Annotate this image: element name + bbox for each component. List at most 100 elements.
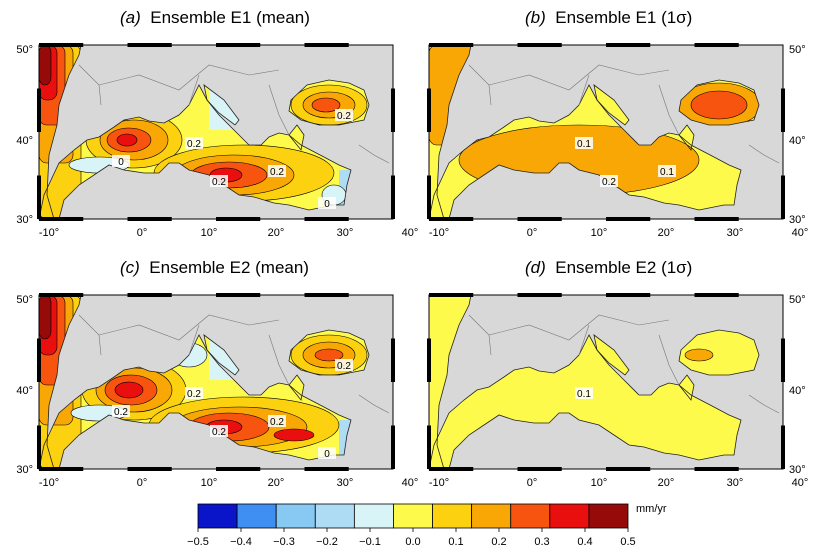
colorbar-swatch	[236, 503, 277, 529]
contour-label-bg	[112, 155, 130, 167]
frame-tick-bar	[304, 217, 349, 221]
frame-tick-bar	[429, 293, 474, 297]
contour-label-bg	[210, 175, 228, 187]
x-tick-label: 0°	[527, 227, 538, 239]
coastline	[428, 84, 742, 220]
colorbar-tick-label: 0.1	[448, 536, 463, 548]
y-tick-label: 50°	[16, 44, 33, 56]
y-tick-label: 30°	[16, 214, 33, 226]
frame-tick-bar	[429, 217, 474, 221]
country-border	[488, 64, 670, 91]
frame-tick-bar	[606, 217, 651, 221]
contour-label-bg	[658, 165, 676, 177]
panel-letter: (b)	[525, 8, 546, 27]
colorbar-swatch	[510, 503, 551, 529]
colorbar-swatch	[314, 503, 355, 529]
frame-tick-bar	[39, 467, 84, 471]
x-tick-label: 0°	[137, 477, 148, 489]
contour-label-bg	[575, 137, 593, 149]
map-panel: 0.2 0.2 0.2 0.2 0.2 0 -10° 0° 10° 20° 30° 40° 30° 40°…	[16, 293, 418, 489]
colorbar-swatch	[197, 503, 238, 529]
frame-tick-bar	[391, 338, 395, 382]
x-tick-label: 30°	[727, 477, 744, 489]
coastline	[678, 79, 760, 126]
x-tick-label: 10°	[591, 477, 608, 489]
colorbar-swatch	[275, 503, 316, 529]
x-tick-label: 30°	[337, 477, 354, 489]
x-tick-label: 20°	[658, 227, 675, 239]
contour-label: 0.1	[660, 167, 674, 178]
frame-tick-bar	[694, 293, 739, 297]
contour-label-bg	[112, 405, 130, 417]
contour-band	[311, 97, 341, 113]
contour-label: 0.2	[187, 139, 201, 150]
y-tick-label: 50°	[16, 294, 33, 306]
contour-label-bg	[600, 175, 618, 187]
y-tick-label: 40°	[789, 135, 806, 147]
map-panels: 0.20.20.20.200-10° 0° 10° 20° 30° 40°30°40°50…	[16, 43, 808, 489]
coastline	[678, 124, 695, 151]
x-tick-label: 40°	[792, 227, 809, 239]
coastline	[288, 329, 370, 376]
y-tick-label: 40°	[16, 135, 33, 147]
frame-tick-bar	[517, 217, 562, 221]
contour-label-bg	[318, 197, 336, 209]
frame-tick-bar	[127, 293, 172, 297]
frame-tick-bar	[517, 467, 562, 471]
x-tick-label: 0°	[527, 477, 538, 489]
frame-tick-bar	[216, 467, 261, 471]
panel-title-c: (c) Ensemble E2 (mean)	[120, 258, 309, 278]
coastline	[678, 329, 760, 376]
panel-letter: (d)	[525, 258, 546, 277]
country-border	[358, 144, 390, 164]
contour-label-bg	[210, 425, 228, 437]
country-border	[578, 74, 590, 106]
frame-tick-bar	[606, 43, 651, 47]
frame-tick-bar	[304, 43, 349, 47]
colorbar-swatch	[549, 503, 590, 529]
contour-label: 0.2	[337, 361, 351, 372]
colorbar-tick-label: 0.0	[405, 536, 420, 548]
coastline	[38, 84, 352, 220]
y-tick-label: 40°	[16, 385, 33, 397]
contour-label: 0.2	[337, 111, 351, 122]
country-border	[578, 324, 590, 356]
country-border	[658, 334, 680, 386]
colorbar-tick-label: −0.1	[359, 536, 381, 548]
x-tick-label: 40°	[792, 477, 809, 489]
map-panel: 0.1-10° 0° 10° 20° 30° 40°30°40°50°	[427, 293, 808, 489]
map-panel: 0.2 0.2 0.2 0.2 0 0 -10° 0° 10° 20° 30° 40° 30° 40° 50…	[16, 43, 418, 239]
country-border	[468, 64, 492, 106]
panel-title-d: (d) Ensemble E2 (1σ)	[525, 258, 692, 278]
panel-name: Ensemble E1 (1σ)	[555, 8, 693, 27]
map-panel: 0.10.10.2-10° 0° 10° 20° 30° 40°30°40°50°	[427, 43, 808, 239]
frame-tick-bar	[694, 43, 739, 47]
frame-tick-bar	[37, 88, 41, 132]
contour-label: 0.2	[270, 417, 284, 428]
contour-label-bg	[575, 387, 593, 399]
frame-tick-bar	[37, 338, 41, 382]
country-border	[488, 314, 670, 341]
country-border	[268, 334, 290, 386]
contour-band	[116, 133, 138, 147]
colorbar-tick-label: −0.5	[187, 536, 209, 548]
panel-name: Ensemble E1 (mean)	[150, 8, 310, 27]
frame-tick-bar	[304, 293, 349, 297]
frame-tick-bar	[427, 338, 431, 382]
colorbar-tick-label: 0.3	[534, 536, 549, 548]
panel-name: Ensemble E2 (1σ)	[555, 258, 693, 277]
contour-label-bg	[185, 137, 203, 149]
y-tick-label: 50°	[789, 44, 806, 56]
contour-label-bg	[318, 447, 336, 459]
x-tick-label: 20°	[658, 477, 675, 489]
contour-label: 0.2	[187, 389, 201, 400]
country-border	[188, 74, 200, 106]
frame-tick-bar	[304, 467, 349, 471]
coastline	[288, 79, 370, 126]
frame-tick-bar	[517, 43, 562, 47]
country-border	[468, 314, 492, 356]
y-tick-label: 30°	[16, 464, 33, 476]
frame-tick-bar	[391, 88, 395, 132]
frame-tick-bar	[39, 43, 84, 47]
x-tick-label: 0°	[137, 227, 148, 239]
